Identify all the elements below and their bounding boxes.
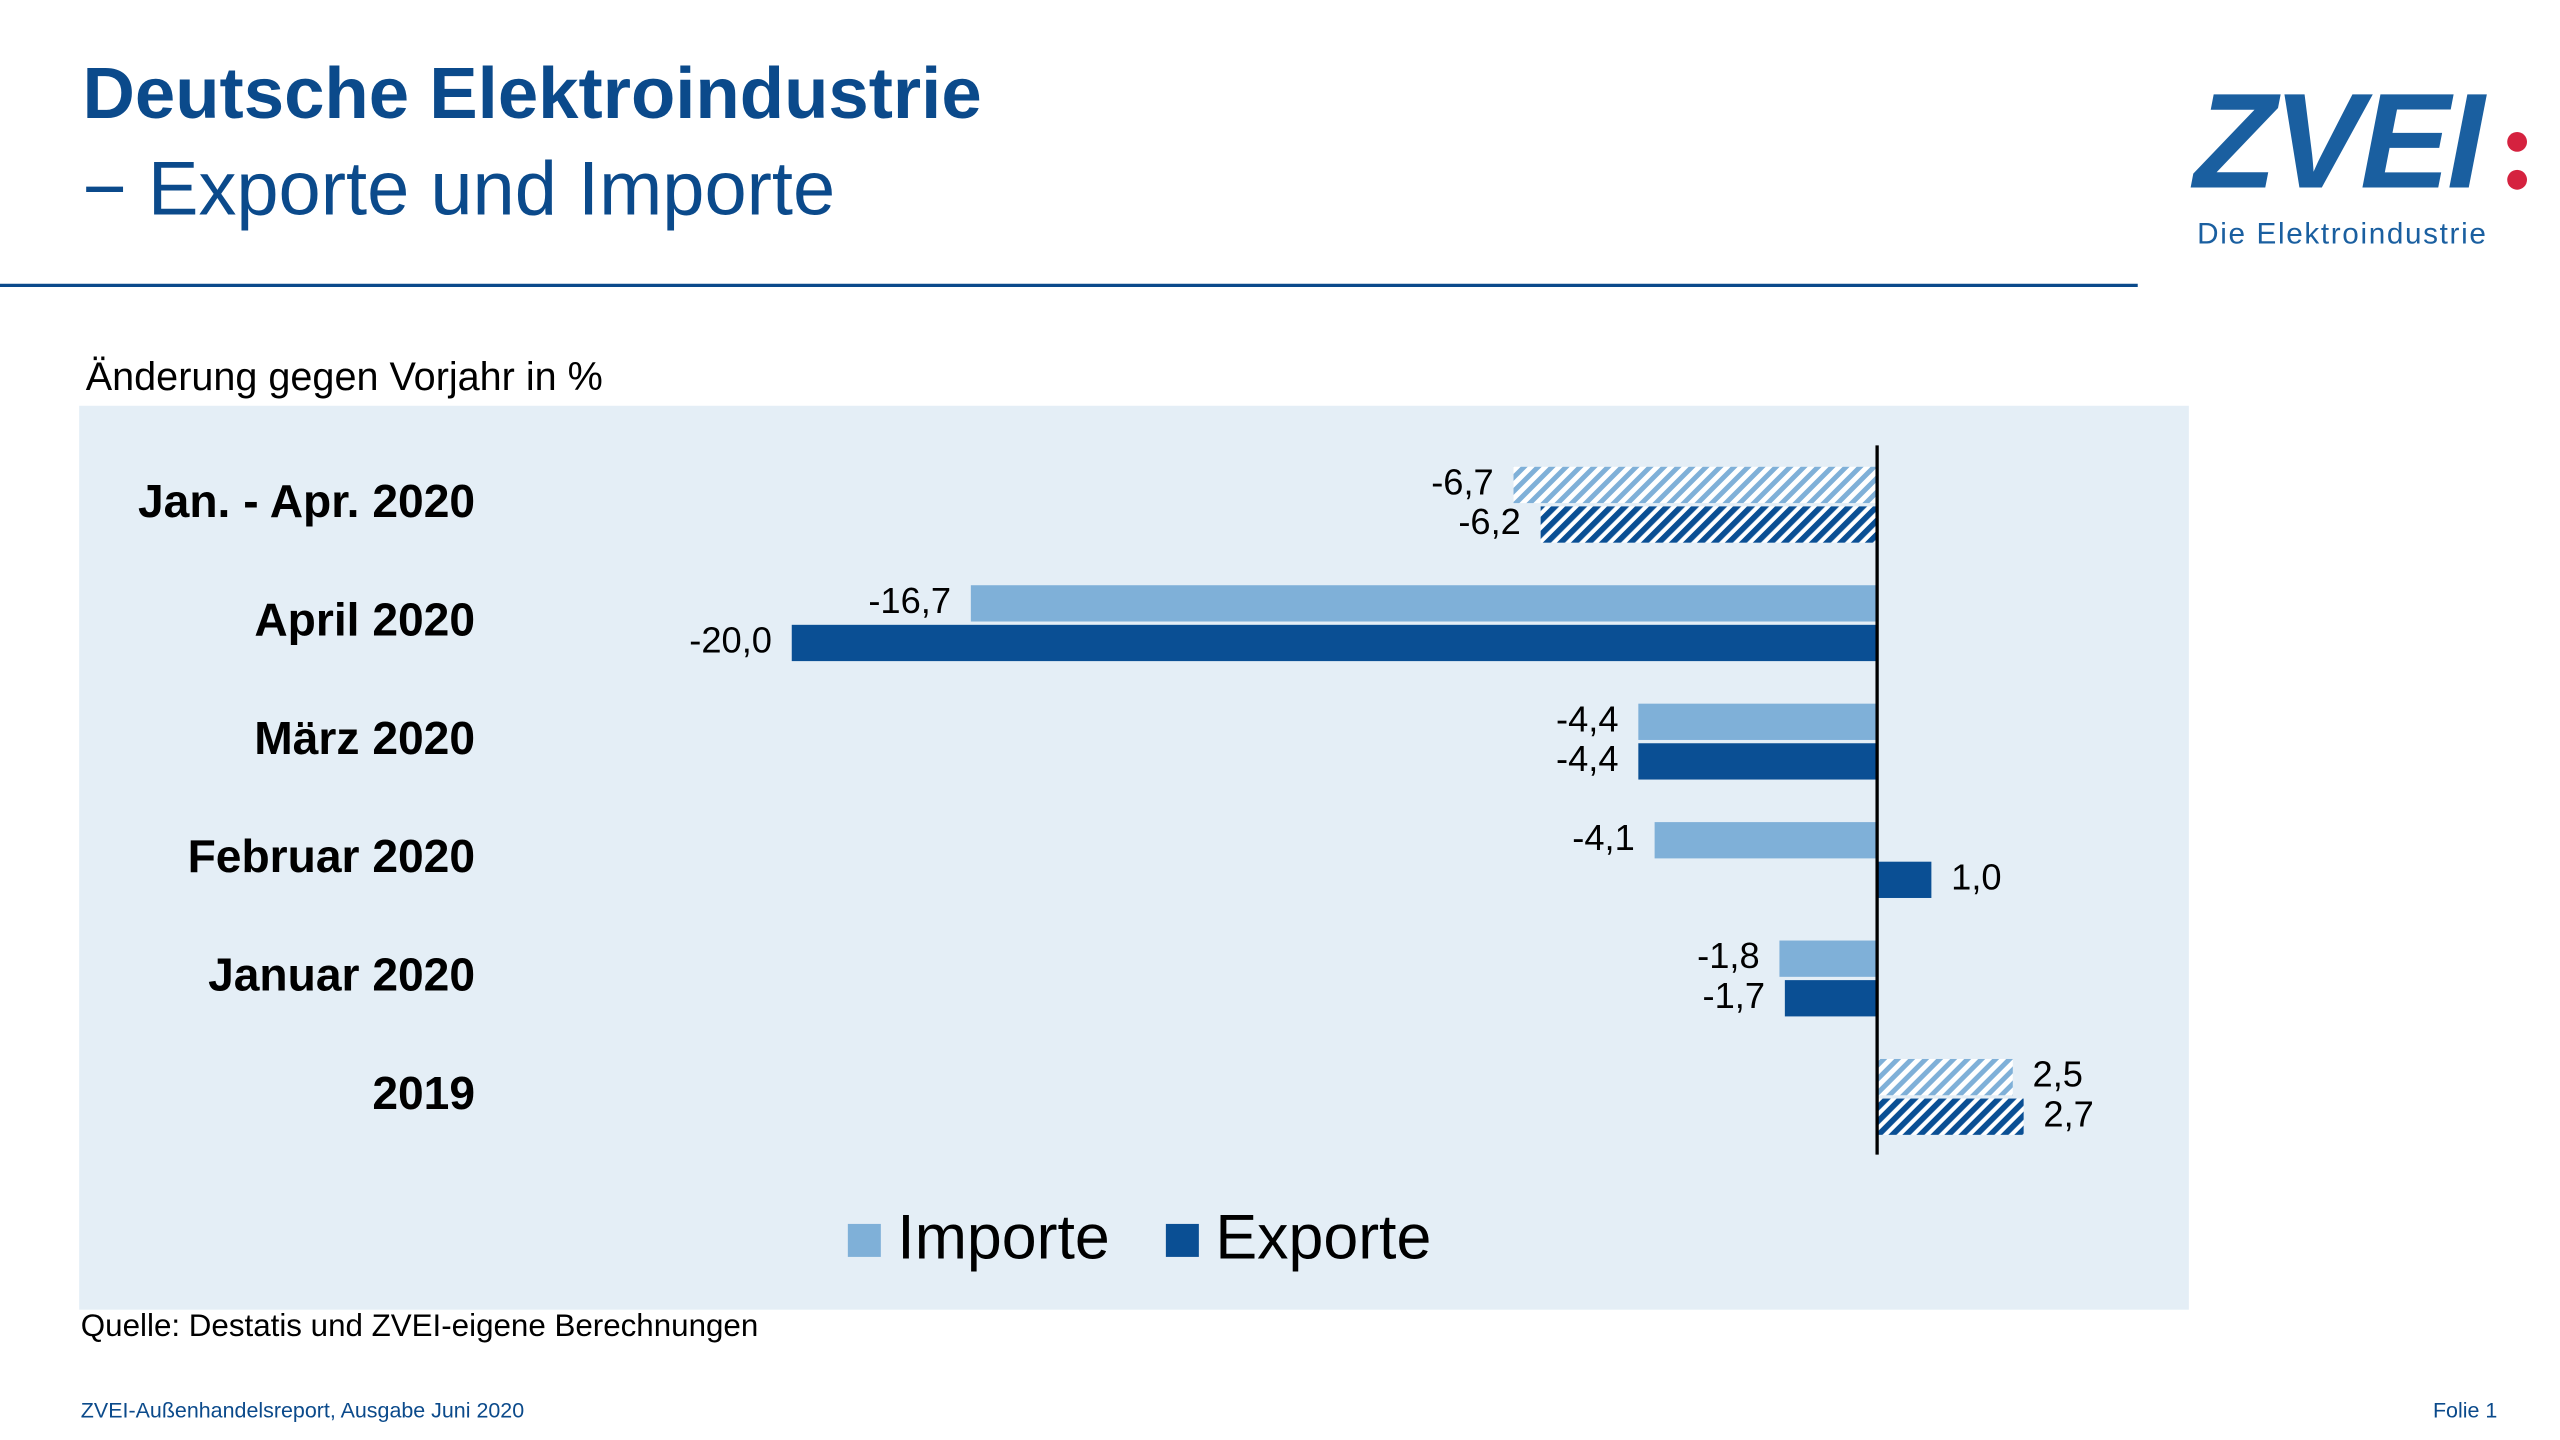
- value-label: -16,7: [868, 580, 951, 621]
- category-label: 2019: [372, 1067, 475, 1119]
- logo-dot: [2507, 131, 2528, 152]
- legend-swatch: [1165, 1223, 1199, 1257]
- source: Quelle: Destatis und ZVEI-eigene Berechn…: [81, 1308, 758, 1343]
- subtitle: − Exporte und Importe: [82, 147, 835, 232]
- value-label: -4,4: [1556, 738, 1619, 779]
- bar: [1638, 743, 1878, 780]
- bar: [970, 585, 1878, 622]
- category-label: Februar 2020: [188, 830, 475, 882]
- value-label: 1,0: [1951, 856, 2001, 897]
- legend-swatch: [847, 1223, 881, 1257]
- value-label: -6,7: [1431, 462, 1494, 503]
- axis-label: Änderung gegen Vorjahr in %: [86, 355, 603, 399]
- title: Deutsche Elektroindustrie: [82, 53, 981, 134]
- logo-dot: [2507, 169, 2528, 190]
- legend-label: Exporte: [1215, 1203, 1431, 1273]
- category-label: März 2020: [254, 712, 475, 764]
- value-label: -20,0: [689, 620, 772, 661]
- value-label: 2,7: [2043, 1093, 2093, 1134]
- value-label: -1,7: [1703, 975, 1766, 1016]
- legend-label: Importe: [897, 1203, 1109, 1273]
- bar: [791, 624, 1878, 662]
- logo-tagline: Die Elektroindustrie: [2197, 218, 2487, 251]
- value-label: -6,2: [1458, 501, 1521, 542]
- value-label: -1,8: [1697, 935, 1760, 976]
- logo: ZVEI: [2190, 65, 2487, 216]
- bar: [1877, 1058, 2013, 1096]
- value-label: 2,5: [2033, 1054, 2083, 1095]
- category-label: Januar 2020: [208, 949, 475, 1001]
- plot: Jan. - Apr. 2020 -6,7-6,2 April 2020 -16,7 -…: [138, 445, 2094, 1273]
- category-label: April 2020: [254, 593, 475, 645]
- bar: [1877, 861, 1932, 898]
- value-label: -4,1: [1572, 817, 1635, 858]
- category-label: Jan. - Apr. 2020: [138, 475, 475, 527]
- bar: [1513, 466, 1878, 504]
- bar: [1779, 940, 1878, 977]
- value-label: -4,4: [1556, 698, 1619, 739]
- bar: [1654, 822, 1878, 859]
- bar: [1638, 703, 1878, 740]
- bar: [1540, 506, 1878, 543]
- bar: [1877, 1098, 2024, 1135]
- bar: [1784, 980, 1878, 1017]
- footer-left: ZVEI-Außenhandelsreport, Ausgabe Juni 20…: [81, 1399, 524, 1423]
- footer-right: Folie 1: [2433, 1399, 2497, 1423]
